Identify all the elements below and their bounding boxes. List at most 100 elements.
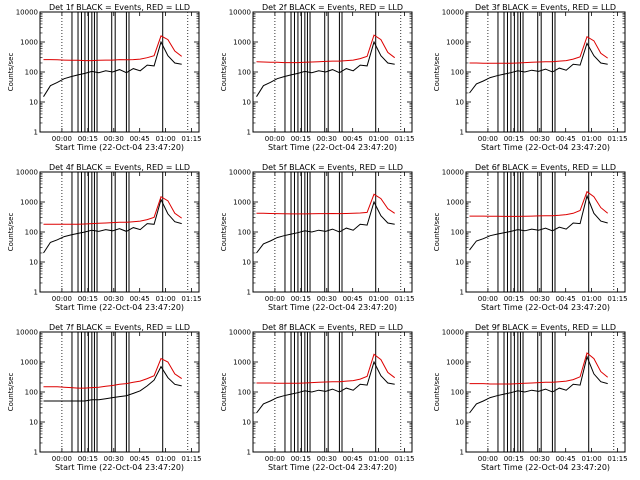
x-axis-label: Start Time (22-Oct-04 23:47:20) xyxy=(55,463,184,472)
y-axis-label: Counts/sec xyxy=(220,213,228,252)
y-tick-label: 10000 xyxy=(442,9,464,17)
x-tick-label: 00:15 xyxy=(504,135,524,143)
x-tick-label: 00:30 xyxy=(104,455,124,463)
y-tick-label: 10000 xyxy=(442,329,464,337)
detector-panel: Det 4f BLACK = Events, RED = LLD 1 10 100 10… xyxy=(0,160,213,320)
y-tick-label: 100 xyxy=(25,389,38,397)
plot-frame xyxy=(252,171,413,293)
y-axis-label: Counts/sec xyxy=(433,373,441,412)
y-tick-label: 10000 xyxy=(16,329,38,337)
x-tick-label: 00:30 xyxy=(104,295,124,303)
y-tick-label: 1000 xyxy=(233,359,251,367)
chart-title: Det 3f BLACK = Events, RED = LLD xyxy=(475,3,616,12)
y-tick-label: 10 xyxy=(29,419,38,427)
x-tick-label: 00:45 xyxy=(556,135,576,143)
plot-frame xyxy=(465,171,626,293)
plot-frame xyxy=(39,11,200,133)
y-tick-label: 100 xyxy=(238,389,251,397)
x-tick-label: 00:45 xyxy=(343,135,363,143)
x-tick-label: 00:00 xyxy=(52,295,72,303)
x-tick-label: 01:15 xyxy=(394,455,414,463)
y-tick-label: 1 xyxy=(247,129,251,137)
x-tick-label: 01:15 xyxy=(181,135,201,143)
x-tick-label: 00:45 xyxy=(343,295,363,303)
y-tick-label: 100 xyxy=(25,229,38,237)
x-tick-label: 01:00 xyxy=(155,295,175,303)
events-series-line xyxy=(256,200,395,254)
detector-panel: Det 9f BLACK = Events, RED = LLD 1 10 100 10… xyxy=(426,320,639,480)
x-tick-label: 00:15 xyxy=(78,295,98,303)
x-tick-label: 01:00 xyxy=(581,295,601,303)
x-tick-label: 00:30 xyxy=(317,135,337,143)
events-series-line xyxy=(469,42,608,94)
y-tick-label: 1000 xyxy=(20,359,38,367)
x-tick-label: 01:00 xyxy=(368,135,388,143)
y-tick-label: 1 xyxy=(460,289,464,297)
x-tick-label: 00:30 xyxy=(317,295,337,303)
y-tick-label: 10000 xyxy=(229,9,251,17)
x-tick-label: 01:15 xyxy=(607,455,627,463)
y-axis-label: Counts/sec xyxy=(433,213,441,252)
plot-frame xyxy=(39,331,200,453)
y-axis-label: Counts/sec xyxy=(7,213,15,252)
x-tick-label: 00:15 xyxy=(291,455,311,463)
x-tick-label: 00:00 xyxy=(265,135,285,143)
chart-title: Det 9f BLACK = Events, RED = LLD xyxy=(475,323,616,332)
detector-chart: Det 2f BLACK = Events, RED = LLD 1 10 100 10… xyxy=(220,3,415,152)
chart-title: Det 2f BLACK = Events, RED = LLD xyxy=(262,3,403,12)
y-tick-label: 100 xyxy=(238,69,251,77)
x-tick-label: 00:30 xyxy=(317,455,337,463)
x-tick-label: 00:15 xyxy=(78,455,98,463)
detector-panel: Det 6f BLACK = Events, RED = LLD 1 10 100 10… xyxy=(426,160,639,320)
x-tick-label: 00:30 xyxy=(530,135,550,143)
detector-panel: Det 1f BLACK = Events, RED = LLD 1 10 100 10… xyxy=(0,0,213,160)
x-tick-label: 01:15 xyxy=(607,135,627,143)
y-tick-label: 10 xyxy=(29,259,38,267)
lld-series-line xyxy=(469,190,609,217)
y-tick-label: 1 xyxy=(460,129,464,137)
y-tick-label: 1 xyxy=(34,289,38,297)
chart-title: Det 6f BLACK = Events, RED = LLD xyxy=(475,163,616,172)
plot-frame xyxy=(465,11,626,133)
x-tick-label: 00:00 xyxy=(52,455,72,463)
x-tick-label: 00:00 xyxy=(265,455,285,463)
y-axis-label: Counts/sec xyxy=(220,53,228,92)
y-axis-label: Counts/sec xyxy=(7,373,15,412)
y-tick-label: 1000 xyxy=(20,199,38,207)
x-axis-label: Start Time (22-Oct-04 23:47:20) xyxy=(268,463,397,472)
y-tick-label: 10000 xyxy=(16,9,38,17)
y-tick-label: 10 xyxy=(242,419,251,427)
plot-frame xyxy=(252,331,413,453)
lld-series-line xyxy=(256,193,395,215)
y-tick-label: 10000 xyxy=(16,169,38,177)
lld-series-line xyxy=(256,34,396,64)
y-tick-label: 100 xyxy=(238,229,251,237)
events-series-line xyxy=(43,40,182,97)
y-tick-label: 1000 xyxy=(446,199,464,207)
x-tick-label: 01:00 xyxy=(581,135,601,143)
x-tick-label: 00:15 xyxy=(504,455,524,463)
y-tick-label: 1 xyxy=(460,449,464,457)
y-axis-label: Counts/sec xyxy=(433,53,441,92)
plot-frame xyxy=(252,11,413,133)
x-tick-label: 00:45 xyxy=(130,455,150,463)
y-tick-label: 1000 xyxy=(20,39,38,47)
x-tick-label: 00:15 xyxy=(504,295,524,303)
detector-panel: Det 7f BLACK = Events, RED = LLD 1 10 100 10… xyxy=(0,320,213,480)
x-tick-label: 00:00 xyxy=(478,135,498,143)
y-tick-label: 1000 xyxy=(233,39,251,47)
detector-chart: Det 3f BLACK = Events, RED = LLD 1 10 100 10… xyxy=(433,3,628,152)
y-tick-label: 100 xyxy=(451,229,464,237)
detector-chart: Det 5f BLACK = Events, RED = LLD 1 10 100 10… xyxy=(220,163,415,312)
chart-title: Det 1f BLACK = Events, RED = LLD xyxy=(49,3,190,12)
x-tick-label: 00:00 xyxy=(52,135,72,143)
x-tick-label: 00:30 xyxy=(530,295,550,303)
x-axis-label: Start Time (22-Oct-04 23:47:20) xyxy=(481,463,610,472)
detector-panel: Det 5f BLACK = Events, RED = LLD 1 10 100 10… xyxy=(213,160,426,320)
y-tick-label: 1 xyxy=(247,449,251,457)
x-axis-label: Start Time (22-Oct-04 23:47:20) xyxy=(55,143,184,152)
x-tick-label: 00:00 xyxy=(478,295,498,303)
x-tick-label: 00:45 xyxy=(130,295,150,303)
detector-chart: Det 1f BLACK = Events, RED = LLD 1 10 100 10… xyxy=(7,3,202,152)
y-tick-label: 10 xyxy=(455,419,464,427)
